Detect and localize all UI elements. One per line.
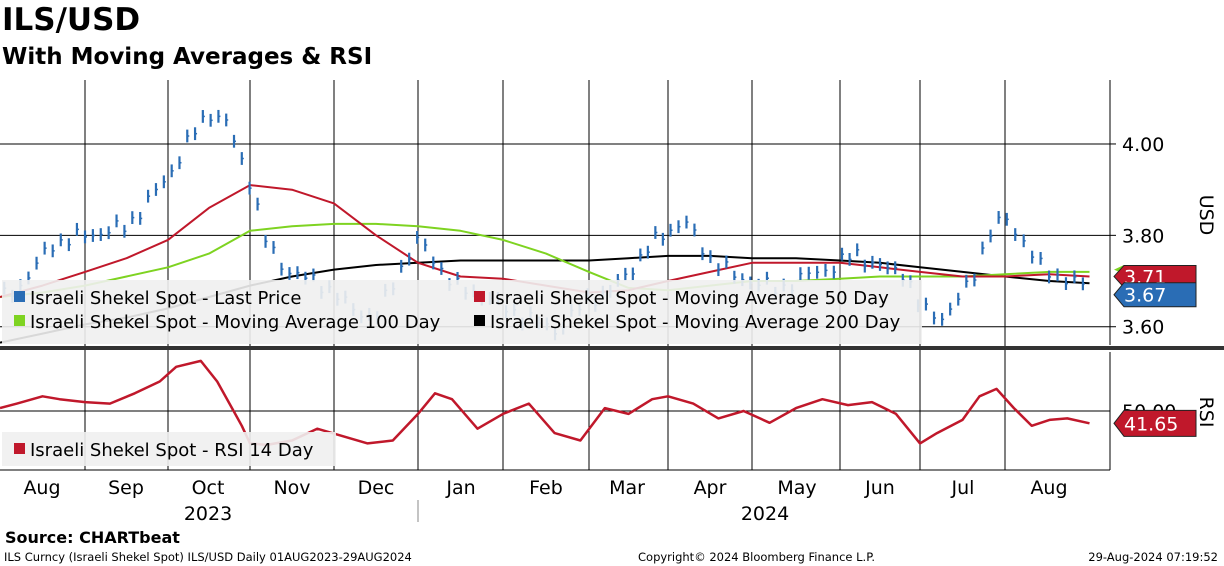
legend-swatch (474, 315, 485, 326)
x-month-label: Jul (951, 477, 975, 499)
main-axis-label: USD (1195, 195, 1217, 236)
x-month-label: Mar (609, 477, 645, 499)
rsi-line (0, 359, 1090, 447)
x-month-label: Oct (192, 477, 225, 499)
legend-item-rsi: Israeli Shekel Spot - RSI 14 Day (30, 440, 314, 461)
panel-divider (0, 346, 1224, 350)
legend-swatch (14, 291, 25, 302)
legend-swatch (14, 443, 25, 454)
footer-timestamp: 29-Aug-2024 07:19:52 (1088, 550, 1218, 564)
x-year-label: 2024 (741, 503, 789, 525)
y-tick-label: 3.60 (1122, 317, 1164, 339)
x-month-label: Aug (1030, 477, 1067, 499)
legend-swatch (474, 291, 485, 302)
rsi-axis-label: RSI (1195, 397, 1217, 428)
legend-item-ma100: Israeli Shekel Spot - Moving Average 100… (30, 312, 441, 333)
main-legend-box (2, 280, 922, 344)
x-month-label: Jan (445, 477, 475, 499)
legend-swatch (14, 315, 25, 326)
rsi-legend-box (2, 432, 336, 466)
x-month-label: Sep (108, 477, 144, 499)
legend-item-ma50: Israeli Shekel Spot - Moving Average 50 … (490, 288, 889, 309)
price-last-label: 3.67 (1124, 285, 1166, 307)
price-last-flag (1113, 282, 1197, 308)
x-year-label: 2023 (184, 503, 232, 525)
footer-security: ILS Curncy (Israeli Shekel Spot) ILS/USD… (4, 550, 412, 564)
x-month-label: May (777, 477, 816, 499)
legend-item-ma200: Israeli Shekel Spot - Moving Average 200… (490, 312, 901, 333)
chart-subtitle: With Moving Averages & RSI (2, 44, 373, 70)
y-tick-label: 4.00 (1122, 134, 1164, 156)
rsi-last-label: 41.65 (1124, 413, 1178, 435)
footer-copyright: Copyright© 2024 Bloomberg Finance L.P. (638, 550, 875, 564)
x-month-label: Dec (358, 477, 395, 499)
x-month-label: Nov (273, 477, 310, 499)
source-label: Source: CHARTbeat (5, 528, 180, 547)
legend-item-last-price: Israeli Shekel Spot - Last Price (30, 288, 301, 309)
x-month-label: Apr (694, 477, 727, 499)
chart-title: ILS/USD (2, 2, 141, 38)
x-month-label: Feb (529, 477, 563, 499)
rsi-last-flag (1113, 409, 1197, 437)
x-month-label: Jun (864, 477, 895, 499)
x-month-label: Aug (23, 477, 60, 499)
y-tick-label: 3.80 (1122, 225, 1164, 247)
ma100-line (0, 222, 1090, 298)
